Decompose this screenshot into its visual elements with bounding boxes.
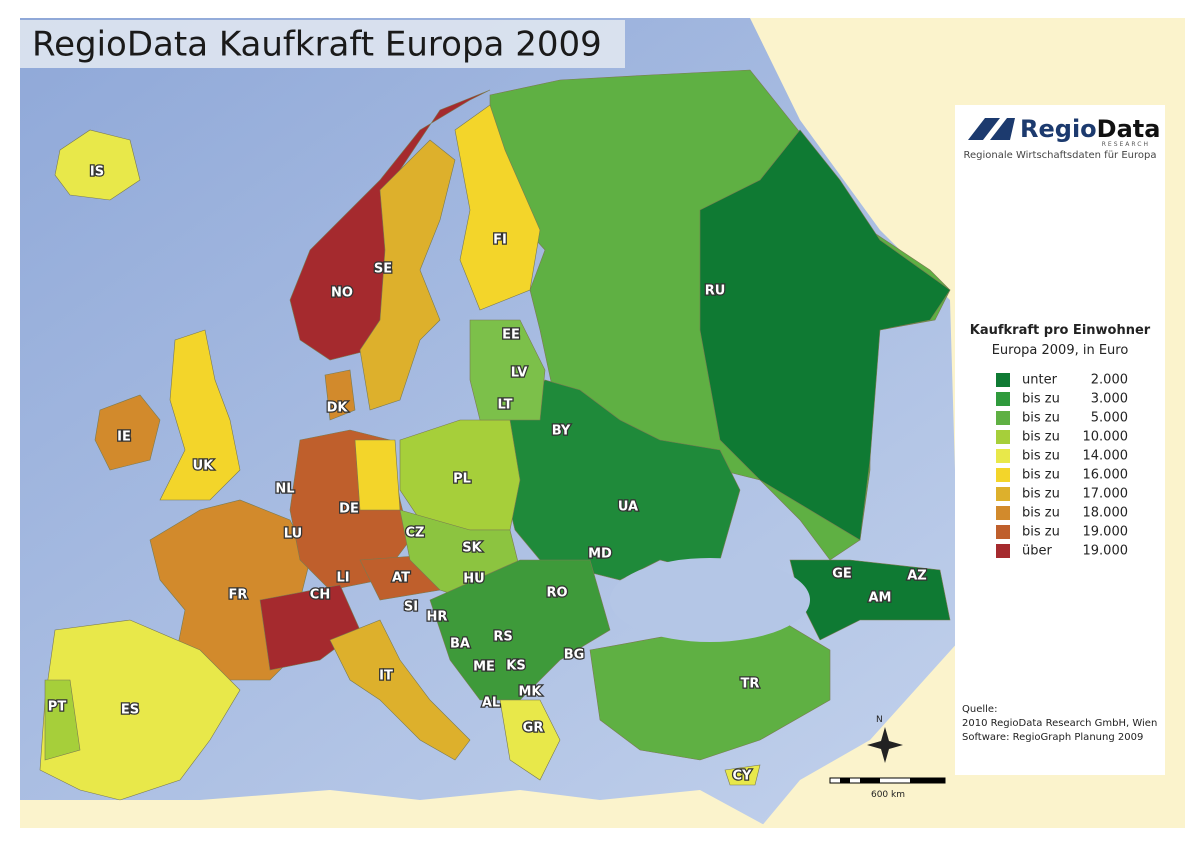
country-label: PT <box>48 700 67 715</box>
country-label: HR <box>427 610 448 625</box>
legend: unter 2.000 bis zu 3.000 bis zu 5.000 bis zu 10… <box>996 373 1128 559</box>
country-label: IT <box>379 669 393 684</box>
legend-swatch <box>996 449 1010 463</box>
legend-value: 3.000 <box>1091 392 1128 407</box>
country-label: RO <box>546 586 567 601</box>
country-label: LI <box>336 571 349 586</box>
legend-label: bis zu <box>1022 430 1060 445</box>
legend-label: bis zu <box>1022 506 1060 521</box>
country-label: BG <box>564 648 585 663</box>
legend-value: 2.000 <box>1091 373 1128 388</box>
legend-label: bis zu <box>1022 392 1060 407</box>
logo-subtitle: Regionale Wirtschaftsdaten für Europa <box>964 150 1157 161</box>
country-label: AL <box>482 696 500 711</box>
legend-title: Kaufkraft pro Einwohner <box>970 323 1151 338</box>
country-label: UK <box>193 459 215 474</box>
compass-label: N <box>876 715 883 725</box>
legend-panel <box>955 105 1165 775</box>
country-label: AZ <box>907 569 927 584</box>
country-label: RS <box>493 630 512 645</box>
title: RegioData Kaufkraft Europa 2009 <box>32 25 602 65</box>
country-label: RU <box>705 284 726 299</box>
country-label: ES <box>121 703 139 718</box>
legend-swatch <box>996 468 1010 482</box>
country-label: CY <box>733 769 753 784</box>
country-label: GE <box>832 567 852 582</box>
country-label: BY <box>552 424 571 439</box>
legend-subtitle: Europa 2009, in Euro <box>992 343 1129 358</box>
country-label: DE <box>339 502 359 517</box>
country-label: LV <box>511 366 528 381</box>
legend-value: 10.000 <box>1083 430 1129 445</box>
legend-swatch <box>996 411 1010 425</box>
country-label: MD <box>588 547 612 562</box>
legend-value: 19.000 <box>1083 544 1129 559</box>
title-bar <box>20 20 625 68</box>
country-label: UA <box>618 500 638 515</box>
legend-value: 14.000 <box>1083 449 1129 464</box>
legend-value: 16.000 <box>1083 468 1129 483</box>
legend-label: bis zu <box>1022 468 1060 483</box>
legend-value: 18.000 <box>1083 506 1129 521</box>
scale-label: 600 km <box>871 790 905 800</box>
country-label: LU <box>284 527 302 542</box>
country-label: SK <box>462 541 482 556</box>
country-label: SE <box>374 262 392 277</box>
scale-bar <box>829 777 946 784</box>
country-label: MK <box>518 685 542 700</box>
logo-tagline: RESEARCH <box>1102 141 1150 148</box>
country-label: FI <box>493 233 507 248</box>
country-label: NO <box>331 286 353 301</box>
legend-swatch <box>996 373 1010 387</box>
country-label: SI <box>404 600 418 615</box>
logo-icon <box>968 118 1015 140</box>
country-label: HU <box>463 572 484 587</box>
black-sea <box>610 558 810 642</box>
logo-name: RegioData <box>1020 115 1160 143</box>
legend-swatch <box>996 544 1010 558</box>
country-label: NL <box>275 482 294 497</box>
country-labels: IS FI NO SE RU EE LV LT DK IE UK BY PL NL DE LU UA CZ SK MD… <box>47 163 928 785</box>
compass <box>867 727 903 763</box>
country-label: TR <box>741 677 760 692</box>
country-label: GR <box>523 721 544 736</box>
country-label: FR <box>229 588 248 603</box>
source-line: 2010 RegioData Research GmbH, Wien <box>962 718 1157 729</box>
regions <box>39 69 951 801</box>
legend-swatch <box>996 506 1010 520</box>
legend-label: über <box>1022 544 1052 559</box>
legend-swatch <box>996 430 1010 444</box>
legend-value: 19.000 <box>1083 525 1129 540</box>
legend-swatch <box>996 525 1010 539</box>
legend-label: bis zu <box>1022 525 1060 540</box>
country-label: LT <box>498 398 513 413</box>
country-label: CZ <box>406 526 425 541</box>
country-label: AM <box>869 591 892 606</box>
source-line: Software: RegioGraph Planung 2009 <box>962 732 1143 743</box>
country-label: CH <box>310 588 330 603</box>
legend-swatch <box>996 487 1010 501</box>
country-label: KS <box>506 659 525 674</box>
legend-label: bis zu <box>1022 449 1060 464</box>
country-label: DK <box>327 401 349 416</box>
country-label: ME <box>473 660 495 675</box>
legend-swatch <box>996 392 1010 406</box>
legend-label: unter <box>1022 373 1058 388</box>
country-label: BA <box>450 637 470 652</box>
country-label: EE <box>502 328 520 343</box>
country-label: AT <box>392 571 410 586</box>
country-label: PL <box>453 472 471 487</box>
legend-label: bis zu <box>1022 411 1060 426</box>
country-label: IS <box>90 165 104 180</box>
source-heading: Quelle: <box>962 704 997 715</box>
country-label: IE <box>117 430 131 445</box>
legend-value: 5.000 <box>1091 411 1128 426</box>
legend-value: 17.000 <box>1083 487 1129 502</box>
legend-label: bis zu <box>1022 487 1060 502</box>
